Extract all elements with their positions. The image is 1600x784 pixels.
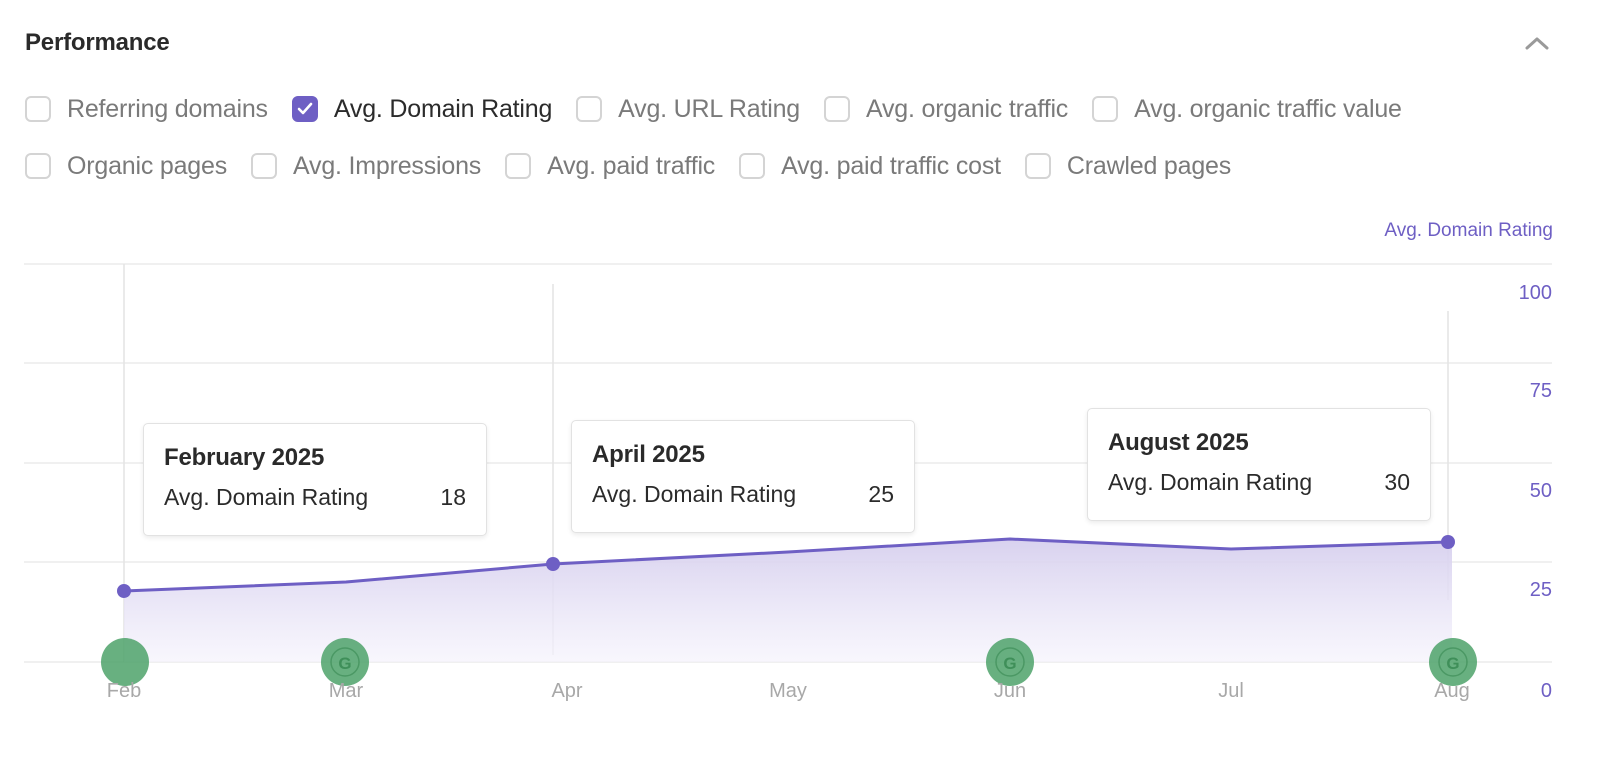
tooltip-metric: Avg. Domain Rating	[1108, 469, 1313, 495]
tooltip-metric: Avg. Domain Rating	[164, 484, 369, 510]
checkbox[interactable]	[25, 153, 51, 179]
filter-avg-domain-rating[interactable]: Avg. Domain Rating	[291, 95, 552, 124]
y-axis-series-label: Avg. Domain Rating	[1384, 220, 1553, 241]
svg-text:G: G	[1446, 654, 1459, 673]
x-tick-apr: Apr	[551, 680, 583, 702]
google-g-icon: G	[986, 638, 1034, 686]
y-tick-0: 0	[1540, 680, 1552, 702]
tooltip-value: 30	[1384, 469, 1410, 495]
checkbox[interactable]	[251, 153, 277, 179]
svg-text:G: G	[338, 654, 351, 673]
checkbox[interactable]	[576, 96, 603, 122]
y-tick-50: 50	[1529, 480, 1552, 502]
metric-filters: Referring domains Avg. Domain Rating Avg…	[25, 92, 1585, 206]
chevron-up-icon	[1525, 37, 1549, 50]
filter-avg-organic-traffic-value[interactable]: Avg. organic traffic value	[1092, 95, 1402, 124]
x-tick-jul: Jul	[1218, 680, 1244, 702]
area-fill	[124, 539, 1452, 662]
collapse-button[interactable]	[1520, 28, 1554, 58]
checkbox[interactable]	[1092, 96, 1119, 122]
checkbox[interactable]	[1024, 153, 1051, 179]
filter-avg-paid-traffic[interactable]: Avg. paid traffic	[505, 152, 715, 181]
tooltip-metric: Avg. Domain Rating	[592, 481, 797, 507]
google-g-icon: G	[321, 638, 369, 686]
y-tick-100: 100	[1518, 282, 1552, 304]
tooltip-february: February 2025 Avg. Domain Rating 18	[143, 423, 487, 536]
filter-row-1: Referring domains Avg. Domain Rating Avg…	[25, 92, 1585, 126]
x-tick-mar: Mar	[328, 680, 364, 702]
data-point-aug	[1441, 535, 1455, 549]
x-tick-may: May	[769, 680, 807, 702]
google-update-markers: G G G	[101, 638, 1477, 686]
checkbox[interactable]	[823, 96, 850, 122]
data-point-feb	[117, 584, 131, 598]
filter-avg-url-rating[interactable]: Avg. URL Rating	[576, 95, 800, 124]
checkbox[interactable]	[505, 153, 532, 179]
filter-row-2: Organic pages Avg. Impressions Avg. paid…	[25, 149, 1585, 183]
tooltip-august: August 2025 Avg. Domain Rating 30	[1087, 408, 1431, 521]
checkbox[interactable]	[739, 153, 766, 179]
x-tick-jun: Jun	[993, 680, 1027, 702]
filter-avg-organic-traffic[interactable]: Avg. organic traffic	[823, 95, 1068, 124]
x-tick-aug: Aug	[1434, 680, 1470, 702]
filter-avg-impressions[interactable]: Avg. Impressions	[251, 152, 481, 181]
x-tick-feb: Feb	[106, 680, 142, 702]
tooltip-april: April 2025 Avg. Domain Rating 25	[571, 420, 915, 533]
chart-plot: G G G	[24, 263, 1552, 686]
google-g-icon: G	[1429, 638, 1477, 686]
section-title: Performance	[25, 29, 170, 56]
filter-referring-domains[interactable]: Referring domains	[25, 95, 268, 124]
tooltip-value: 25	[868, 481, 894, 507]
filter-organic-pages[interactable]: Organic pages	[25, 152, 227, 181]
filter-avg-paid-traffic-cost[interactable]: Avg. paid traffic cost	[739, 152, 1001, 181]
performance-chart[interactable]: Avg. Domain Rating	[0, 210, 1600, 784]
tooltip-value: 18	[440, 484, 466, 510]
checkbox-checked[interactable]	[291, 96, 318, 122]
data-point-apr	[546, 557, 560, 571]
y-tick-75: 75	[1529, 380, 1552, 402]
filter-crawled-pages[interactable]: Crawled pages	[1024, 152, 1231, 181]
checkbox[interactable]	[25, 96, 51, 122]
svg-text:G: G	[1003, 654, 1016, 673]
y-tick-25: 25	[1529, 579, 1552, 601]
checkmark-icon	[297, 102, 313, 115]
series-line	[123, 537, 1449, 593]
